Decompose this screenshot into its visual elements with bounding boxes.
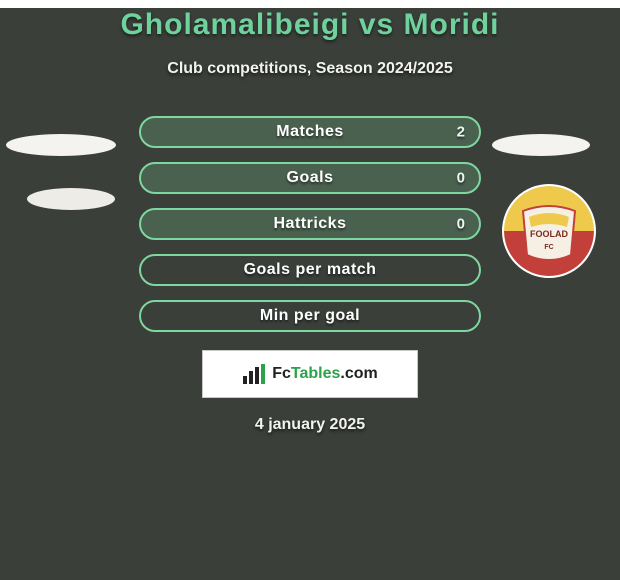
stat-value: 0 <box>457 216 465 233</box>
stat-row: Matches 2 <box>139 116 481 148</box>
stat-row: Hattricks 0 <box>139 208 481 240</box>
subtitle: Club competitions, Season 2024/2025 <box>0 60 620 78</box>
stat-value: 2 <box>457 124 465 141</box>
bars-icon <box>242 364 266 384</box>
svg-text:FOOLAD: FOOLAD <box>530 229 568 239</box>
stat-label: Min per goal <box>260 307 360 325</box>
logo-text-fc: Fc <box>272 365 291 382</box>
date: 4 january 2025 <box>0 416 620 434</box>
logo-text: FcTables.com <box>272 365 378 383</box>
decorative-ellipse <box>492 134 590 156</box>
svg-text:FC: FC <box>544 244 553 251</box>
stat-row: Goals per match <box>139 254 481 286</box>
stat-label: Matches <box>276 123 344 141</box>
decorative-ellipse <box>6 134 116 156</box>
stat-label: Goals per match <box>244 261 377 279</box>
page-title: Gholamalibeigi vs Moridi <box>0 8 620 42</box>
logo-text-com: .com <box>340 365 377 382</box>
fctables-logo: FcTables.com <box>202 350 418 398</box>
logo-text-tables: Tables <box>291 365 341 382</box>
stat-label: Goals <box>287 169 334 187</box>
stat-value: 0 <box>457 170 465 187</box>
club-badge: FOOLAD FC <box>502 184 596 278</box>
stat-row: Goals 0 <box>139 162 481 194</box>
stat-row: Min per goal <box>139 300 481 332</box>
decorative-ellipse <box>27 188 115 210</box>
stat-label: Hattricks <box>274 215 347 233</box>
